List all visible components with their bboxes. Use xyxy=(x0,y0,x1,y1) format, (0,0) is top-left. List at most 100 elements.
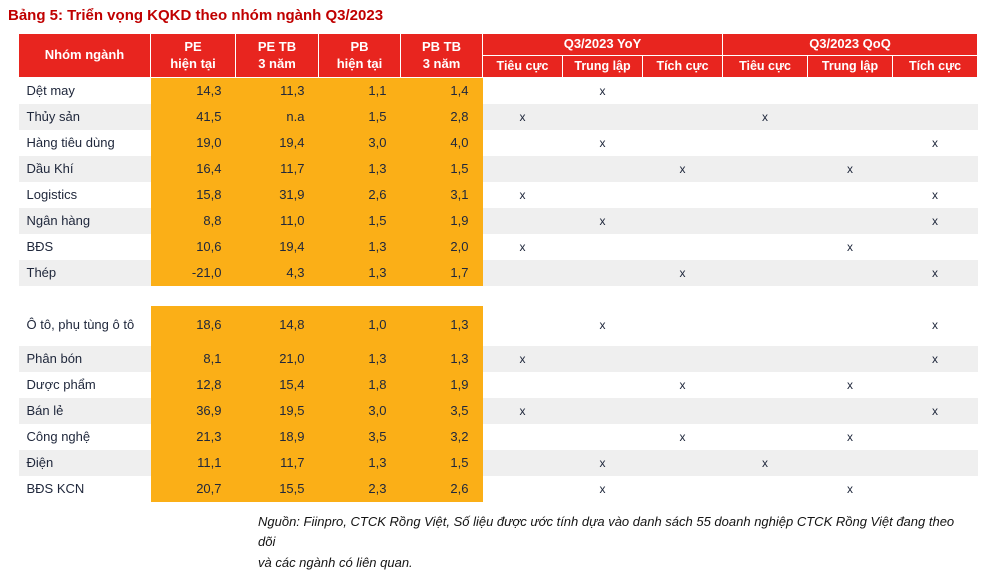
pb-current-cell: 1,5 xyxy=(318,103,401,130)
yoy-negative-mark: x xyxy=(482,397,563,424)
yoy-positive-mark xyxy=(643,476,723,502)
header-yoy-group: Q3/2023 YoY xyxy=(481,33,724,56)
yoy-positive-mark xyxy=(643,306,723,346)
pb-avg-cell: 1,3 xyxy=(400,305,483,346)
pb-current-cell: 1,3 xyxy=(318,449,401,476)
pb-avg-cell: 1,7 xyxy=(400,259,483,286)
qoq-neutral-mark xyxy=(807,103,893,130)
qoq-positive-mark: x xyxy=(932,135,939,150)
qoq-positive-mark xyxy=(893,78,978,104)
qoq-negative-mark xyxy=(723,182,808,208)
pb-avg-cell: 3,1 xyxy=(400,181,483,208)
pb-avg-cell: 1,4 xyxy=(400,77,483,104)
pb-avg-cell: 2,8 xyxy=(400,103,483,130)
yoy-positive-mark xyxy=(642,345,723,372)
qoq-negative-mark xyxy=(723,372,808,398)
yoy-positive-mark xyxy=(642,103,723,130)
qoq-negative-mark xyxy=(722,345,808,372)
qoq-neutral-mark: x xyxy=(847,481,854,496)
header-pe-avg-line1: PE TB xyxy=(257,38,297,54)
header-pe-current-line2: hiện tại xyxy=(170,55,216,71)
pe-current-cell: 36,9 xyxy=(150,397,236,424)
header-industry: Nhóm ngành xyxy=(18,33,151,78)
header-pb-avg: PB TB 3 năm xyxy=(400,33,483,78)
yoy-neutral-mark xyxy=(562,345,643,372)
pe-avg-cell: 21,0 xyxy=(235,345,319,372)
yoy-neutral-mark xyxy=(563,424,643,450)
qoq-negative-mark xyxy=(723,234,808,260)
header-pb-current: PB hiện tại xyxy=(318,33,401,78)
yoy-negative-mark xyxy=(482,155,563,182)
yoy-neutral-mark xyxy=(563,234,643,260)
pe-current-cell: 10,6 xyxy=(150,233,236,260)
qoq-positive-mark: x xyxy=(932,187,939,202)
qoq-positive-mark: x xyxy=(892,397,978,424)
yoy-negative-mark: x xyxy=(519,187,526,202)
pe-avg-cell: 11,3 xyxy=(235,77,319,104)
qoq-negative-mark xyxy=(723,130,808,156)
header-yoy-neutral: Trung lập xyxy=(562,55,643,78)
industry-name: Dược phẩm xyxy=(26,377,96,392)
qoq-negative-mark: x xyxy=(722,103,808,130)
pe-avg-cell: 14,8 xyxy=(235,305,319,346)
source-note-line1: Nguồn: Fiinpro, CTCK Rồng Việt, Số liệu … xyxy=(258,513,955,550)
industry-name: Công nghệ xyxy=(26,429,91,444)
yoy-negative-mark xyxy=(482,449,563,476)
qoq-negative-mark xyxy=(723,476,808,502)
yoy-positive-mark: x xyxy=(679,377,686,392)
yoy-neutral-mark: x xyxy=(599,318,606,332)
header-qoq-negative: Tiêu cực xyxy=(722,55,809,78)
header-row-groups: Nhóm ngành PE hiện tại PE TB 3 năm PB hi… xyxy=(18,33,979,78)
pe-current-cell: 11,1 xyxy=(150,449,236,476)
pb-current-cell: 1,8 xyxy=(318,371,401,398)
qoq-neutral-mark xyxy=(808,78,893,104)
table-row: Thủy sản 41,5 n.a 1,5 2,8 x x xyxy=(18,103,978,130)
separator-row xyxy=(18,285,978,306)
pe-current-cell: 12,8 xyxy=(150,371,236,398)
qoq-neutral-mark xyxy=(807,397,893,424)
yoy-negative-mark xyxy=(482,207,563,234)
yoy-neutral-mark: x xyxy=(599,481,606,496)
table-row: Phân bón 8,1 21,0 1,3 1,3 x x xyxy=(18,345,978,372)
pb-current-cell: 3,5 xyxy=(318,423,401,450)
qoq-positive-mark: x xyxy=(932,318,939,332)
header-pe-avg: PE TB 3 năm xyxy=(235,33,319,78)
pe-avg-cell: 19,4 xyxy=(235,233,319,260)
yoy-positive-mark xyxy=(643,130,723,156)
yoy-neutral-mark: x xyxy=(562,207,643,234)
qoq-neutral-mark xyxy=(807,345,893,372)
pe-avg-cell: 19,4 xyxy=(235,129,319,156)
industry-name: Phân bón xyxy=(18,345,151,372)
yoy-negative-mark: x xyxy=(519,239,526,254)
industry-name: Ô tô, phụ tùng ô tô xyxy=(26,317,135,333)
qoq-negative-mark: x xyxy=(722,449,808,476)
table-row: Logistics 15,8 31,9 2,6 3,1 x x xyxy=(19,181,978,208)
yoy-positive-mark xyxy=(643,234,723,260)
qoq-positive-mark xyxy=(893,234,978,260)
industry-name: Dầu Khí xyxy=(18,155,151,182)
yoy-negative-mark xyxy=(483,306,563,346)
qoq-neutral-mark xyxy=(808,182,893,208)
yoy-positive-mark xyxy=(642,449,723,476)
header-qoq-positive: Tích cực xyxy=(892,55,979,78)
industry-name: Điện xyxy=(18,449,151,476)
qoq-neutral-mark xyxy=(807,207,893,234)
pb-avg-cell: 4,0 xyxy=(400,129,483,156)
pe-avg-cell: 31,9 xyxy=(235,181,319,208)
industry-name: Hàng tiêu dùng xyxy=(26,135,115,150)
qoq-neutral-mark: x xyxy=(847,429,854,444)
pb-avg-cell: 1,3 xyxy=(400,345,483,372)
qoq-negative-mark xyxy=(722,397,808,424)
industry-name: Logistics xyxy=(26,187,78,202)
qoq-positive-mark xyxy=(892,103,978,130)
yoy-negative-mark xyxy=(483,476,563,502)
pe-avg-cell: 11,0 xyxy=(235,207,319,234)
pe-current-cell: 41,5 xyxy=(150,103,236,130)
pe-current-cell: 21,3 xyxy=(150,423,236,450)
header-pe-current: PE hiện tại xyxy=(150,33,236,78)
header-yoy-positive: Tích cực xyxy=(641,55,724,78)
header-pe-avg-line2: 3 năm xyxy=(258,55,296,71)
industry-name: BĐS KCN xyxy=(26,481,85,496)
pe-avg-cell: n.a xyxy=(235,103,319,130)
table-row: Điện 11,1 11,7 1,3 1,5 x x xyxy=(18,449,978,476)
